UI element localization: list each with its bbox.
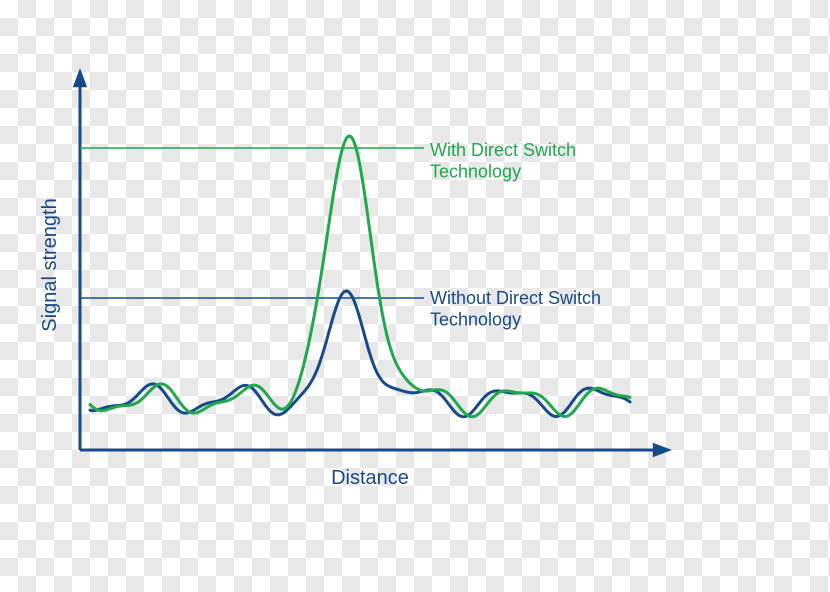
series-with-line bbox=[90, 136, 630, 417]
legend-with-line2: Technology bbox=[430, 162, 521, 182]
x-axis-arrow bbox=[653, 443, 672, 457]
y-axis-arrow bbox=[73, 68, 87, 87]
legend-with: With Direct Switch Technology bbox=[430, 140, 581, 182]
legend-without-line2: Technology bbox=[430, 310, 521, 330]
x-axis-label: Distance bbox=[331, 467, 409, 489]
signal-chart: Signal strength Distance With Direct Swi… bbox=[0, 0, 830, 592]
y-axis-label: Signal strength bbox=[39, 198, 61, 331]
legend-with-line1: With Direct Switch bbox=[430, 140, 576, 160]
legend-without: Without Direct Switch Technology bbox=[430, 288, 606, 330]
series-without-line bbox=[90, 291, 630, 417]
legend-without-line1: Without Direct Switch bbox=[430, 288, 601, 308]
